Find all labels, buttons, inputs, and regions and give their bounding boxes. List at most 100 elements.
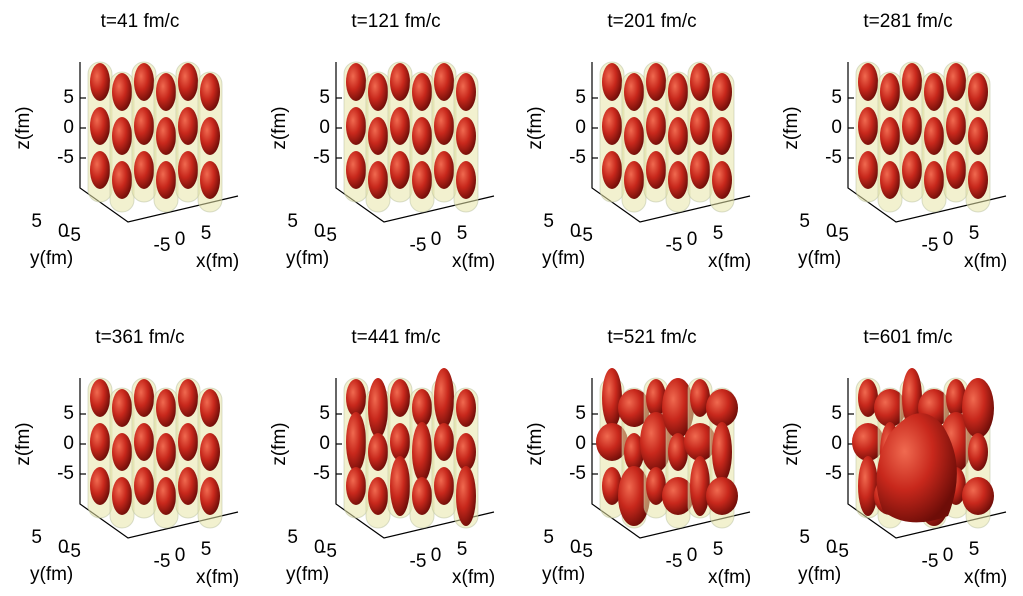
- blob: [178, 63, 198, 101]
- y-axis-label: y(fm): [798, 248, 841, 269]
- blob: [412, 477, 432, 515]
- blob: [646, 151, 666, 189]
- z-tick-label: 5: [319, 87, 330, 108]
- blob: [924, 73, 944, 111]
- z-axis-label: z(fm): [781, 106, 802, 149]
- panel-title: t=41 fm/c: [101, 11, 180, 32]
- z-tick-label: 5: [831, 403, 842, 424]
- blob: [412, 389, 432, 427]
- blob: [200, 161, 220, 199]
- blob: [346, 467, 366, 505]
- blob: [858, 456, 878, 516]
- y-tick-label: -5: [832, 541, 849, 562]
- blob: [968, 73, 988, 111]
- blob: [858, 151, 878, 189]
- z-tick-label: -5: [825, 463, 842, 484]
- panel-title: t=601 fm/c: [863, 327, 952, 348]
- blob: [946, 63, 966, 101]
- blob: [456, 466, 476, 526]
- z-axis-label: z(fm): [13, 422, 34, 465]
- z-axis-label: z(fm): [781, 422, 802, 465]
- z-tick-label: 0: [831, 117, 842, 138]
- blob: [624, 117, 644, 155]
- blob: [712, 117, 732, 155]
- z-tick-label: -5: [57, 463, 74, 484]
- blob: [946, 107, 966, 145]
- blob: [962, 378, 994, 438]
- y-tick-label: 5: [799, 211, 810, 232]
- blob: [368, 117, 388, 155]
- blob: [602, 151, 622, 189]
- blob: [112, 433, 132, 471]
- x-tick-label: 0: [175, 545, 186, 566]
- y-tick-label: -5: [832, 225, 849, 246]
- x-axis-label: x(fm): [708, 567, 751, 588]
- z-tick-label: 5: [831, 87, 842, 108]
- blob: [646, 107, 666, 145]
- blob: [712, 422, 732, 482]
- blob: [902, 151, 922, 189]
- x-axis-label: x(fm): [452, 251, 495, 272]
- blob: [346, 63, 366, 101]
- x-tick-label: -5: [154, 551, 171, 572]
- blob: [668, 73, 688, 111]
- blob: [134, 107, 154, 145]
- blob: [368, 477, 388, 515]
- y-tick-label: 5: [799, 527, 810, 548]
- blob: [434, 423, 454, 461]
- z-tick-label: 5: [575, 87, 586, 108]
- y-axis-label: y(fm): [286, 248, 329, 269]
- blob: [412, 117, 432, 155]
- x-tick-label: 0: [943, 545, 954, 566]
- blob: [390, 151, 410, 189]
- blob: [156, 433, 176, 471]
- blob: [968, 161, 988, 199]
- blob: [690, 63, 710, 101]
- y-tick-label: -5: [64, 225, 81, 246]
- x-tick-label: -5: [666, 235, 683, 256]
- blob: [602, 63, 622, 101]
- panel: t=281 fm/c50-5z(fm)50-5y(fm)-505x(fm): [781, 11, 1007, 272]
- blob: [880, 161, 900, 199]
- x-tick-label: 5: [201, 223, 212, 244]
- x-tick-label: -5: [922, 551, 939, 572]
- blob: [156, 117, 176, 155]
- y-tick-label: 5: [31, 211, 42, 232]
- y-axis-label: y(fm): [30, 564, 73, 585]
- blob: [346, 379, 366, 417]
- blob: [200, 433, 220, 471]
- blob: [968, 117, 988, 155]
- blob: [200, 477, 220, 515]
- y-tick-label: 5: [543, 211, 554, 232]
- panel-title: t=281 fm/c: [863, 11, 952, 32]
- x-tick-label: 5: [457, 223, 468, 244]
- y-tick-label: -5: [576, 225, 593, 246]
- blob: [178, 467, 198, 505]
- blob: [134, 467, 154, 505]
- blob: [156, 161, 176, 199]
- panel-title: t=121 fm/c: [351, 11, 440, 32]
- z-tick-label: 0: [63, 433, 74, 454]
- blob: [178, 423, 198, 461]
- x-tick-label: 0: [943, 229, 954, 250]
- z-tick-label: 5: [63, 403, 74, 424]
- panel-title: t=521 fm/c: [607, 327, 696, 348]
- x-tick-label: 0: [431, 545, 442, 566]
- x-tick-label: -5: [410, 551, 427, 572]
- blob: [368, 73, 388, 111]
- z-tick-label: -5: [569, 147, 586, 168]
- blob: [902, 107, 922, 145]
- blob: [434, 107, 454, 145]
- blob: [706, 389, 738, 427]
- y-tick-label: -5: [576, 541, 593, 562]
- z-axis-label: z(fm): [13, 106, 34, 149]
- blob: [368, 433, 388, 471]
- x-axis-label: x(fm): [196, 567, 239, 588]
- x-axis-label: x(fm): [452, 567, 495, 588]
- blob: [178, 379, 198, 417]
- blob: [412, 422, 432, 482]
